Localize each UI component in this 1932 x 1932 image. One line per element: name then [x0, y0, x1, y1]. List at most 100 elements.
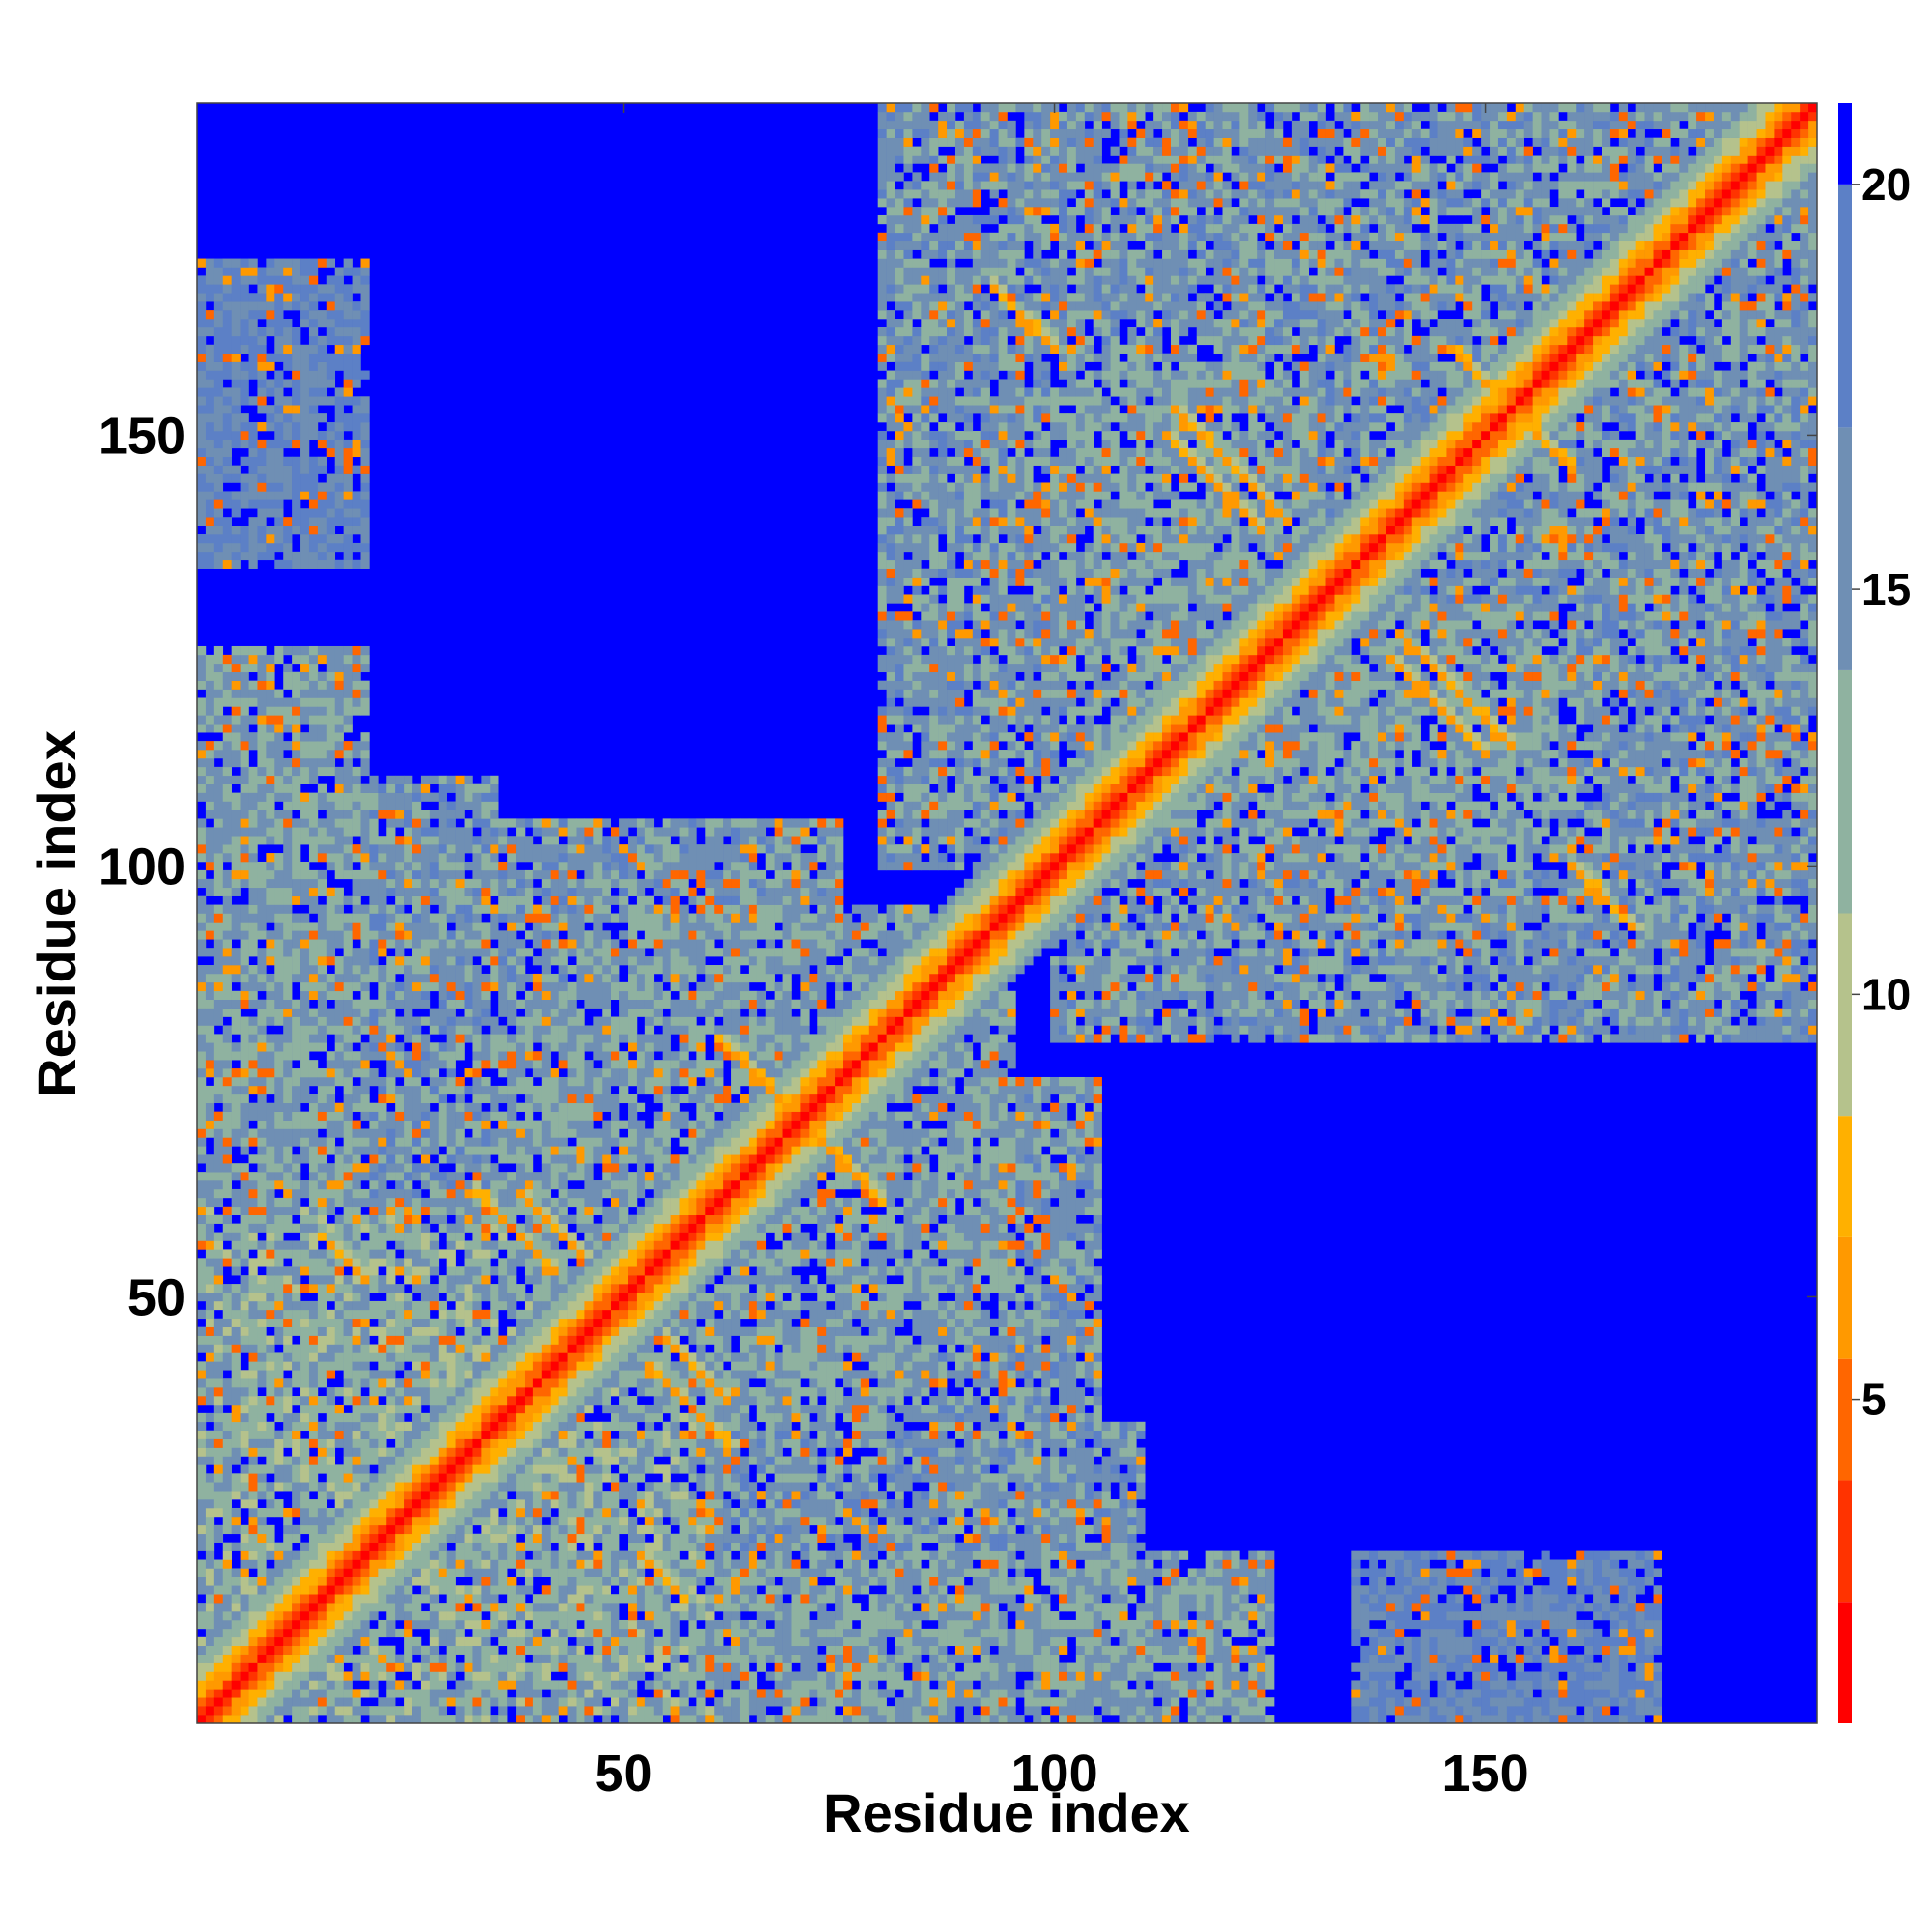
heatmap-cell-run — [532, 973, 543, 983]
heatmap-cell-run — [352, 327, 361, 346]
heatmap-cell-run — [231, 1094, 241, 1129]
heatmap-cell-run — [602, 1266, 611, 1276]
heatmap-cell-run — [378, 1326, 387, 1345]
heatmap-cell-run — [490, 853, 499, 863]
heatmap-cell-run — [438, 887, 447, 896]
heatmap-cell-run — [274, 913, 284, 923]
heatmap-cell-run — [222, 1292, 232, 1320]
heatmap-cell-run — [516, 1240, 526, 1250]
heatmap-cell-run — [352, 1559, 361, 1569]
heatmap-cell-run — [705, 1318, 715, 1327]
heatmap-cell-run — [317, 1188, 327, 1199]
heatmap-cell-run — [455, 1447, 465, 1457]
heatmap-cell-run — [360, 645, 370, 656]
heatmap-cell-run — [731, 1447, 741, 1457]
heatmap-cell-run — [628, 1008, 638, 1043]
heatmap-cell-run — [257, 1524, 267, 1535]
heatmap-cell-run — [593, 1206, 603, 1216]
heatmap-cell-run — [352, 1430, 361, 1439]
heatmap-cell-run — [731, 948, 741, 957]
heatmap-cell-run — [688, 1318, 697, 1345]
heatmap-cell-run — [429, 1232, 440, 1241]
heatmap-cell-run — [395, 904, 405, 914]
heatmap-cell-run — [481, 1016, 491, 1026]
heatmap-cell-run — [705, 939, 715, 957]
heatmap-cell-run — [472, 1404, 482, 1423]
heatmap-cell-run — [628, 861, 638, 880]
heatmap-cell-run — [283, 405, 293, 414]
heatmap-cell-run — [343, 913, 353, 923]
heatmap-cell-run — [369, 1689, 379, 1698]
heatmap-cell-run — [602, 1206, 611, 1224]
heatmap-cell-run — [507, 981, 517, 1000]
heatmap-cell-run — [240, 697, 249, 716]
heatmap-cell-run — [352, 1421, 361, 1432]
heatmap-cell-run — [274, 405, 284, 414]
heatmap-cell-run — [731, 1232, 741, 1250]
heatmap-cell-run — [213, 361, 224, 371]
heatmap-cell-run — [653, 1594, 663, 1630]
heatmap-cell-run — [490, 818, 499, 828]
heatmap-cell-run — [723, 1611, 732, 1630]
heatmap-cell-run — [420, 1464, 431, 1474]
heatmap-cell-run — [326, 1137, 336, 1155]
heatmap-cell-run — [541, 1240, 552, 1259]
heatmap-cell-run — [472, 1137, 482, 1147]
heatmap-cell-run — [292, 1482, 301, 1509]
heatmap-cell-run — [360, 1559, 370, 1569]
heatmap-cell-run — [723, 1456, 732, 1465]
heatmap-cell-run — [326, 551, 336, 569]
heatmap-cell-run — [378, 1619, 387, 1638]
heatmap-cell-run — [628, 1284, 638, 1293]
heatmap-cell-run — [464, 1102, 473, 1112]
heatmap-cell-run — [696, 1447, 706, 1457]
heatmap-cell-run — [628, 1370, 638, 1388]
heatmap-cell-run — [283, 1524, 293, 1535]
heatmap-cell-run — [541, 1232, 552, 1241]
heatmap-cell-run — [213, 1352, 224, 1362]
heatmap-cell-run — [688, 1507, 697, 1518]
heatmap-cell-run — [516, 1603, 526, 1612]
heatmap-cell-run — [378, 844, 387, 854]
heatmap-cell-run — [300, 671, 310, 681]
heatmap-cell-run — [653, 981, 663, 1000]
heatmap-cell-run — [429, 1438, 440, 1457]
heatmap-cell-run — [378, 1137, 387, 1147]
heatmap-cell-run — [360, 1378, 370, 1388]
heatmap-cell-run — [420, 1611, 431, 1621]
heatmap-cell-run — [593, 1533, 603, 1543]
heatmap-cell-run — [584, 1473, 594, 1483]
heatmap-cell-run — [662, 990, 671, 1009]
heatmap-cell-run — [257, 1008, 267, 1026]
heatmap-cell-run — [593, 1249, 603, 1259]
heatmap-cell-run — [334, 1300, 344, 1311]
heatmap-cell-run — [429, 1076, 440, 1087]
heatmap-cell-run — [550, 930, 559, 940]
heatmap-cell-run — [438, 1085, 447, 1095]
heatmap-cell-run — [731, 913, 741, 923]
heatmap-cell-run — [644, 1412, 655, 1423]
heatmap-cell-run — [438, 1499, 447, 1509]
heatmap-cell-run — [688, 1396, 697, 1406]
heatmap-cell-run — [464, 827, 473, 854]
heatmap-cell-run — [343, 999, 353, 1017]
heatmap-cell-run — [584, 930, 594, 949]
heatmap-cell-run — [308, 1464, 319, 1492]
heatmap-cell-run — [292, 405, 301, 414]
heatmap-cell-run — [231, 836, 241, 871]
heatmap-cell-run — [438, 1577, 447, 1595]
heatmap-cell-run — [429, 965, 440, 975]
heatmap-cell-run — [636, 1585, 646, 1612]
heatmap-cell-run — [240, 1594, 249, 1612]
heatmap-cell-run — [283, 1396, 293, 1414]
heatmap-cell-run — [274, 1352, 284, 1379]
heatmap-cell-run — [516, 1335, 526, 1353]
heatmap-cell-run — [283, 1249, 293, 1259]
heatmap-cell-run — [292, 370, 301, 380]
heatmap-cell-run — [541, 1120, 552, 1147]
heatmap-cell-run — [739, 1128, 750, 1147]
heatmap-cell-run — [326, 1266, 336, 1276]
heatmap-cell-run — [644, 1516, 655, 1526]
heatmap-cell-run — [490, 1412, 499, 1423]
heatmap-cell-run — [679, 1025, 689, 1035]
